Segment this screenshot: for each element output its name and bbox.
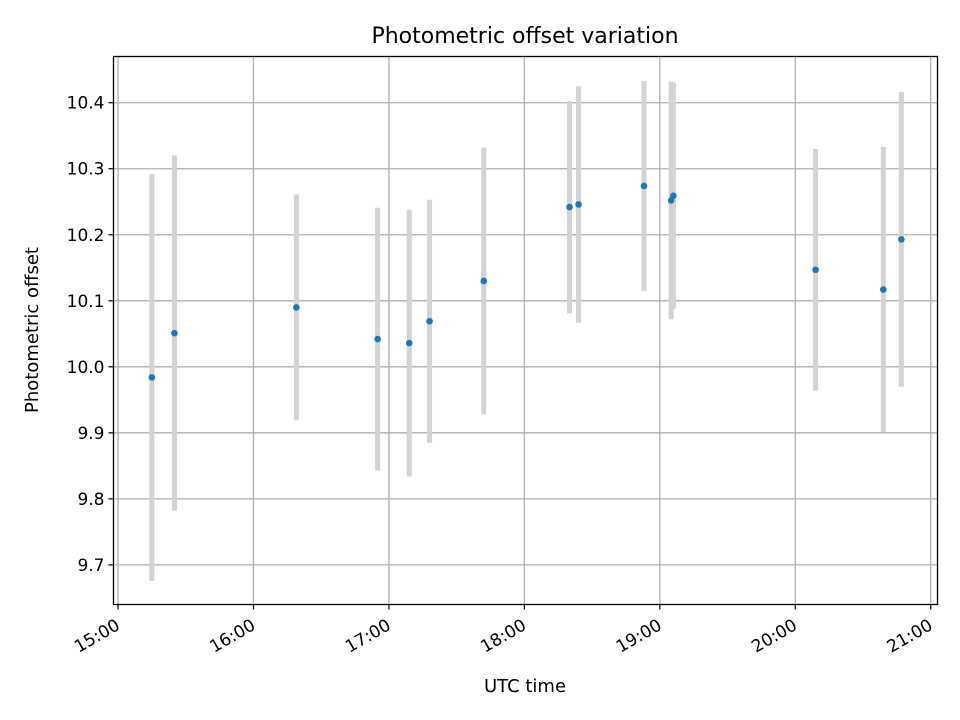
data-point bbox=[898, 236, 905, 243]
y-tick-label: 10.0 bbox=[67, 358, 105, 378]
x-tick-label: 21:00 bbox=[884, 616, 936, 658]
y-axis-ticks: 9.7 9.8 9.9 10.0 10.1 10.2 10.3 10.4 bbox=[67, 94, 114, 576]
data-point bbox=[812, 266, 819, 274]
y-tick-label: 9.8 bbox=[77, 490, 104, 510]
x-axis-label: UTC time bbox=[484, 676, 566, 697]
y-tick-label: 10.3 bbox=[67, 160, 105, 180]
y-tick-label: 10.2 bbox=[67, 226, 105, 246]
plot-frame bbox=[112, 55, 939, 606]
x-tick-label: 19:00 bbox=[613, 616, 665, 658]
x-tick-label: 17:00 bbox=[342, 616, 394, 658]
grid bbox=[113, 56, 938, 605]
data-point bbox=[171, 329, 178, 337]
y-tick-label: 10.1 bbox=[67, 292, 105, 312]
error-bars bbox=[149, 80, 904, 581]
x-tick-label: 16:00 bbox=[207, 616, 259, 658]
x-tick-label: 20:00 bbox=[748, 616, 800, 658]
data-point bbox=[374, 335, 381, 343]
x-tick-label: 18:00 bbox=[477, 616, 529, 658]
data-point bbox=[566, 203, 573, 211]
data-point bbox=[405, 339, 413, 347]
x-tick-label: 15:00 bbox=[71, 616, 123, 658]
data-point bbox=[670, 192, 677, 200]
data-point bbox=[148, 374, 156, 381]
data-point bbox=[480, 277, 488, 285]
data-point bbox=[426, 317, 433, 325]
data-point bbox=[640, 182, 648, 190]
x-axis-ticks: 15:00 16:00 17:00 18:00 19:00 20:00 21:00 bbox=[71, 604, 936, 658]
chart-title: Photometric offset variation bbox=[371, 24, 678, 49]
data-point bbox=[880, 286, 887, 293]
y-tick-label: 9.9 bbox=[77, 424, 104, 444]
y-tick-label: 9.7 bbox=[77, 556, 104, 576]
y-tick-label: 10.4 bbox=[67, 94, 105, 114]
data-point bbox=[575, 201, 582, 208]
y-axis-label: Photometric offset bbox=[22, 247, 43, 413]
data-points bbox=[148, 182, 905, 381]
data-point bbox=[293, 304, 300, 311]
